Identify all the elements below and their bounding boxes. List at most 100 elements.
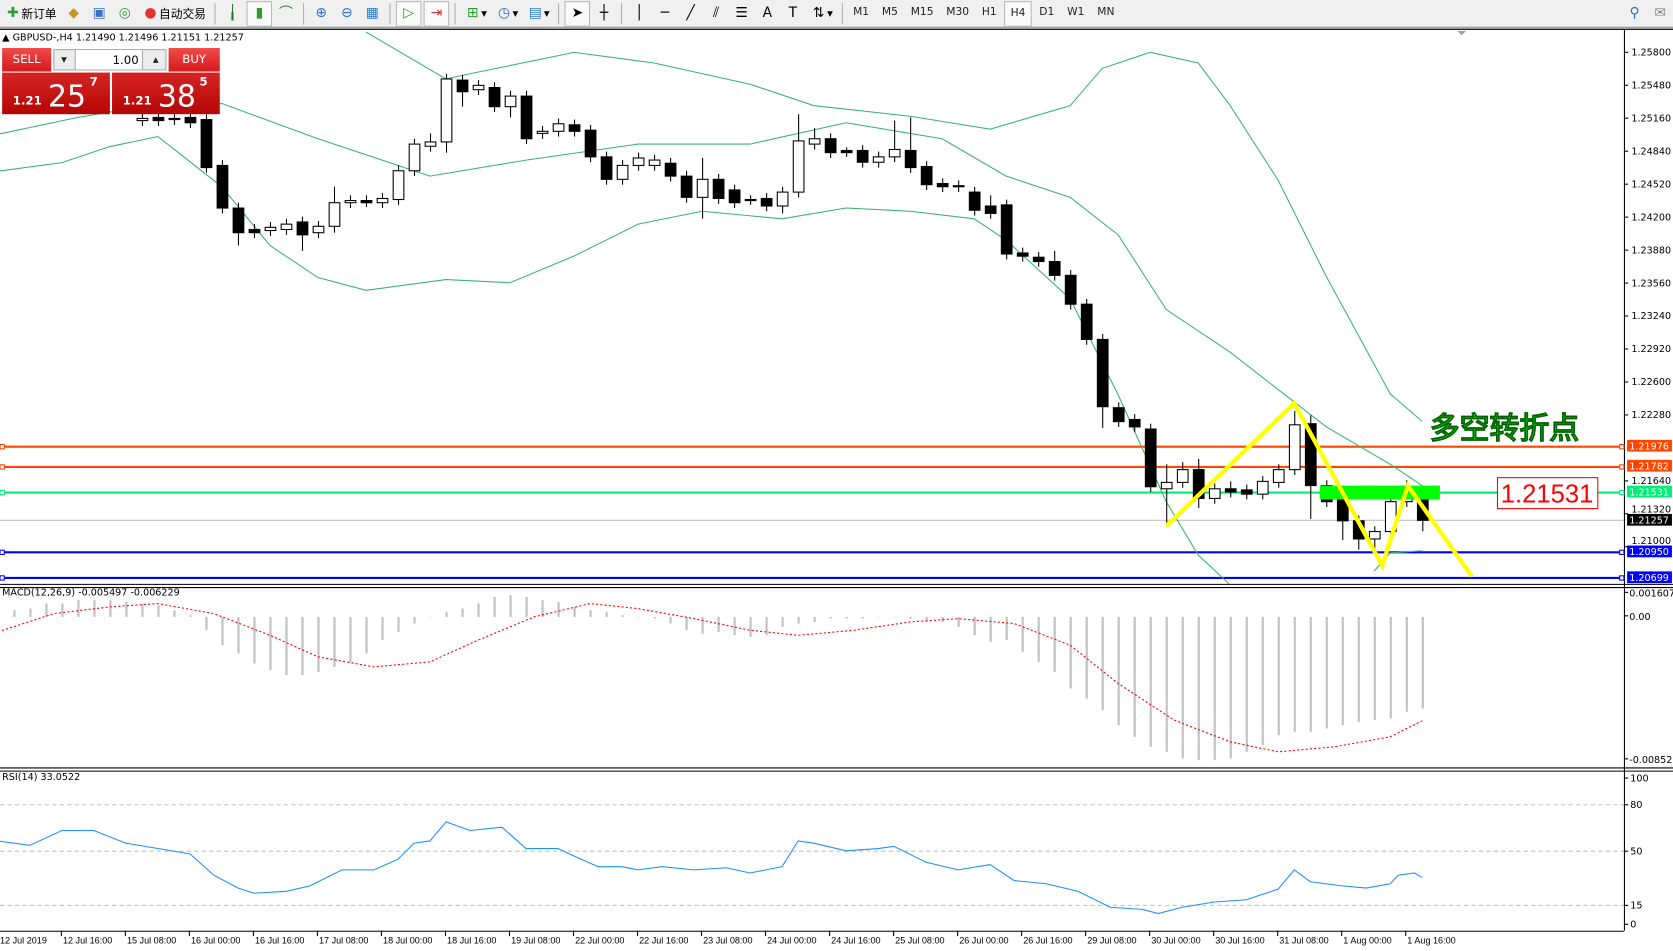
candle[interactable]	[744, 195, 757, 205]
candle[interactable]	[712, 173, 725, 204]
candle[interactable]	[632, 152, 645, 171]
trendline-button[interactable]: ╱	[679, 2, 702, 25]
candle[interactable]	[776, 186, 789, 214]
horizontal-line-button[interactable]: ─	[653, 2, 676, 25]
candle[interactable]	[1112, 402, 1125, 427]
sell-price[interactable]: 1.21 25 7	[2, 72, 110, 115]
candle[interactable]	[904, 117, 917, 173]
buy-button[interactable]: BUY	[168, 48, 220, 72]
candle[interactable]	[952, 180, 965, 193]
candle[interactable]	[792, 114, 805, 198]
periods-button[interactable]: ◷ ▼	[492, 2, 521, 25]
annotation-text[interactable]: 多空转折点	[1429, 411, 1579, 447]
candle[interactable]	[696, 157, 709, 219]
candle[interactable]	[872, 151, 885, 168]
candle[interactable]	[1048, 250, 1061, 281]
candle[interactable]	[984, 195, 997, 219]
level-handle[interactable]	[1619, 549, 1625, 556]
candle[interactable]	[600, 151, 613, 185]
text-button[interactable]: A	[756, 2, 779, 25]
candle[interactable]	[344, 195, 357, 209]
candle[interactable]	[680, 170, 693, 203]
candle[interactable]	[616, 160, 629, 185]
level-handle[interactable]	[1619, 464, 1625, 470]
arrows-button[interactable]: ⇅ ▼	[807, 2, 836, 25]
timeframe-m1[interactable]: M1	[853, 6, 870, 19]
search-button[interactable]: ⚲	[1623, 2, 1646, 25]
candle[interactable]	[488, 82, 501, 113]
candlestick-button[interactable]: ▮	[246, 0, 273, 27]
metaeditor-button[interactable]: ◆	[62, 2, 85, 25]
vertical-line-button[interactable]: │	[628, 2, 651, 25]
level-handle[interactable]	[0, 549, 5, 556]
level-handle[interactable]	[1619, 489, 1625, 496]
candle[interactable]	[312, 220, 325, 239]
candle[interactable]	[920, 161, 933, 190]
chart-shift-marker-icon[interactable]	[1457, 30, 1467, 36]
tile-windows-button[interactable]: ▦	[361, 2, 384, 25]
candle[interactable]	[1176, 462, 1189, 488]
terminal-button[interactable]: ▣	[87, 2, 110, 25]
candle[interactable]	[248, 224, 261, 239]
candle[interactable]	[520, 90, 533, 144]
timeframe-h4[interactable]: H4	[1004, 0, 1032, 27]
candle[interactable]	[456, 74, 469, 107]
candle[interactable]	[1000, 199, 1013, 260]
candle[interactable]	[808, 128, 821, 150]
candle[interactable]	[296, 216, 309, 251]
candle[interactable]	[504, 90, 517, 118]
candle[interactable]	[200, 114, 213, 173]
sell-button[interactable]: SELL	[2, 48, 52, 72]
lot-decrease-icon[interactable]: ▼	[61, 55, 67, 65]
candle[interactable]	[1272, 464, 1285, 488]
candle[interactable]	[1240, 484, 1253, 500]
level-handle[interactable]	[0, 444, 5, 450]
candle[interactable]	[968, 186, 981, 216]
candle[interactable]	[424, 133, 437, 152]
rsi-plot[interactable]	[0, 804, 1624, 915]
candle[interactable]	[280, 218, 293, 235]
zoom-out-button[interactable]: ⊖	[335, 2, 358, 25]
chart-shift-button[interactable]: ⇥	[423, 0, 450, 27]
new-order-button[interactable]: ✚ 新订单	[1, 2, 60, 25]
channel-button[interactable]: ⫽	[704, 2, 727, 25]
timeframe-m15[interactable]: M15	[910, 6, 934, 19]
candle[interactable]	[936, 178, 949, 193]
candle[interactable]	[376, 193, 389, 209]
candle[interactable]	[1224, 481, 1237, 498]
candle[interactable]	[472, 80, 485, 96]
macd-plot[interactable]	[0, 595, 1424, 761]
candle[interactable]	[328, 186, 341, 233]
candle[interactable]	[1192, 458, 1205, 509]
candle[interactable]	[648, 154, 661, 171]
candle[interactable]	[392, 165, 405, 205]
candle[interactable]	[664, 157, 677, 182]
level-handle[interactable]	[0, 489, 5, 496]
chat-button[interactable]: ✉	[1648, 2, 1671, 25]
level-handle[interactable]	[1619, 444, 1625, 450]
candle[interactable]	[888, 120, 901, 163]
candle[interactable]	[184, 112, 197, 129]
level-handle[interactable]	[1619, 575, 1625, 581]
candle[interactable]	[168, 113, 181, 125]
lot-input[interactable]	[74, 50, 143, 70]
collapse-triangle-icon[interactable]: ▲	[2, 33, 10, 44]
timeframe-h1[interactable]: H1	[981, 6, 997, 19]
candle[interactable]	[216, 160, 229, 214]
candle[interactable]	[728, 184, 741, 209]
candle[interactable]	[760, 193, 773, 212]
candle[interactable]	[584, 124, 597, 163]
candle[interactable]	[552, 118, 565, 137]
candle[interactable]	[408, 138, 421, 177]
candle[interactable]	[1160, 464, 1173, 523]
candle[interactable]	[856, 145, 869, 168]
candle[interactable]	[1208, 483, 1221, 504]
candle[interactable]	[568, 119, 581, 137]
auto-trading-button[interactable]: ● 自动交易	[139, 2, 209, 25]
templates-button[interactable]: ▤ ▼	[524, 2, 553, 25]
level-handle[interactable]	[0, 575, 5, 581]
candle[interactable]	[136, 113, 149, 126]
candle[interactable]	[1128, 414, 1141, 433]
bar-chart-button[interactable]: ╽	[221, 2, 244, 25]
